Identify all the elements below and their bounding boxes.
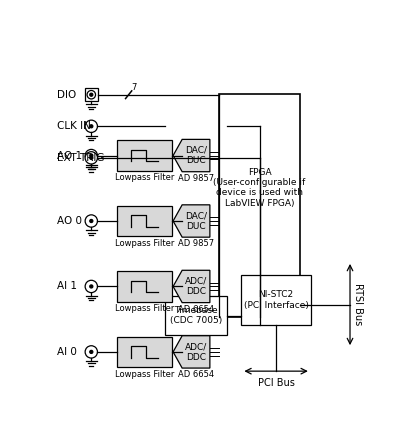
Circle shape: [85, 120, 97, 132]
Bar: [241, 275, 310, 325]
Text: AD 6654: AD 6654: [178, 305, 214, 314]
Circle shape: [85, 280, 97, 292]
Text: DIO: DIO: [57, 90, 77, 100]
Circle shape: [87, 90, 95, 99]
Text: EXT TRIG: EXT TRIG: [57, 153, 105, 163]
Bar: [165, 296, 226, 335]
Text: Timebase
(CDC 7005): Timebase (CDC 7005): [170, 306, 222, 326]
Text: PCI Bus: PCI Bus: [257, 378, 294, 388]
Text: AD 9857: AD 9857: [178, 174, 214, 183]
Bar: [116, 140, 172, 171]
Circle shape: [89, 157, 93, 160]
Text: ADC/
DDC: ADC/ DDC: [184, 277, 207, 296]
Circle shape: [85, 346, 97, 358]
Text: AO 0: AO 0: [57, 216, 82, 226]
Circle shape: [85, 152, 97, 164]
Polygon shape: [173, 270, 209, 303]
Text: AO 1: AO 1: [57, 150, 82, 160]
Text: 7: 7: [131, 83, 136, 92]
Bar: [85, 88, 97, 101]
Circle shape: [89, 285, 93, 288]
Text: AD 6654: AD 6654: [178, 370, 214, 379]
Text: FPGA
(User-configurable if
device is used with
LabVIEW FPGA): FPGA (User-configurable if device is use…: [213, 168, 305, 208]
Circle shape: [85, 149, 97, 162]
Bar: [116, 337, 172, 367]
Text: ADC/
DDC: ADC/ DDC: [184, 342, 207, 362]
Circle shape: [89, 125, 93, 128]
Bar: [219, 94, 299, 317]
Polygon shape: [173, 205, 209, 237]
Polygon shape: [173, 139, 209, 172]
Bar: [116, 206, 172, 237]
Polygon shape: [173, 336, 209, 368]
Text: AI 0: AI 0: [57, 347, 77, 357]
Text: AI 1: AI 1: [57, 282, 77, 292]
Text: CLK IN: CLK IN: [57, 121, 91, 131]
Text: AD 9857: AD 9857: [178, 240, 214, 249]
Circle shape: [85, 215, 97, 227]
Text: Lowpass Filter: Lowpass Filter: [114, 370, 174, 378]
Text: Lowpass Filter: Lowpass Filter: [114, 239, 174, 248]
Circle shape: [89, 154, 93, 157]
Circle shape: [89, 93, 93, 96]
Text: NI-STC2
(PCI Interface): NI-STC2 (PCI Interface): [243, 290, 308, 310]
Circle shape: [89, 219, 93, 223]
Circle shape: [89, 350, 93, 353]
Text: Lowpass Filter: Lowpass Filter: [114, 304, 174, 313]
Text: DAC/
DUC: DAC/ DUC: [184, 211, 207, 231]
Text: Lowpass Filter: Lowpass Filter: [114, 173, 174, 182]
Text: RTSI Bus: RTSI Bus: [352, 283, 362, 326]
Text: DAC/
DUC: DAC/ DUC: [184, 146, 207, 165]
Bar: [116, 271, 172, 302]
